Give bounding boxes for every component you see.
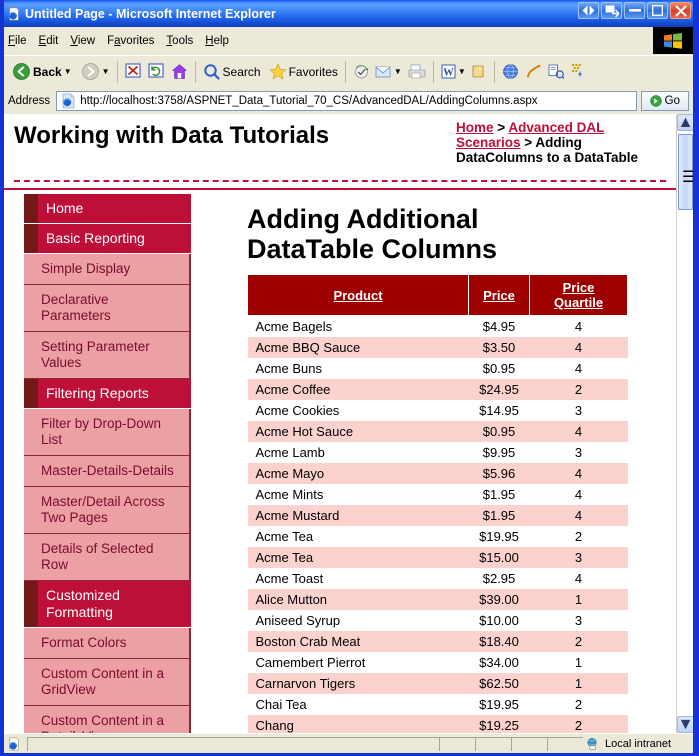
svg-text:W: W (443, 68, 454, 79)
